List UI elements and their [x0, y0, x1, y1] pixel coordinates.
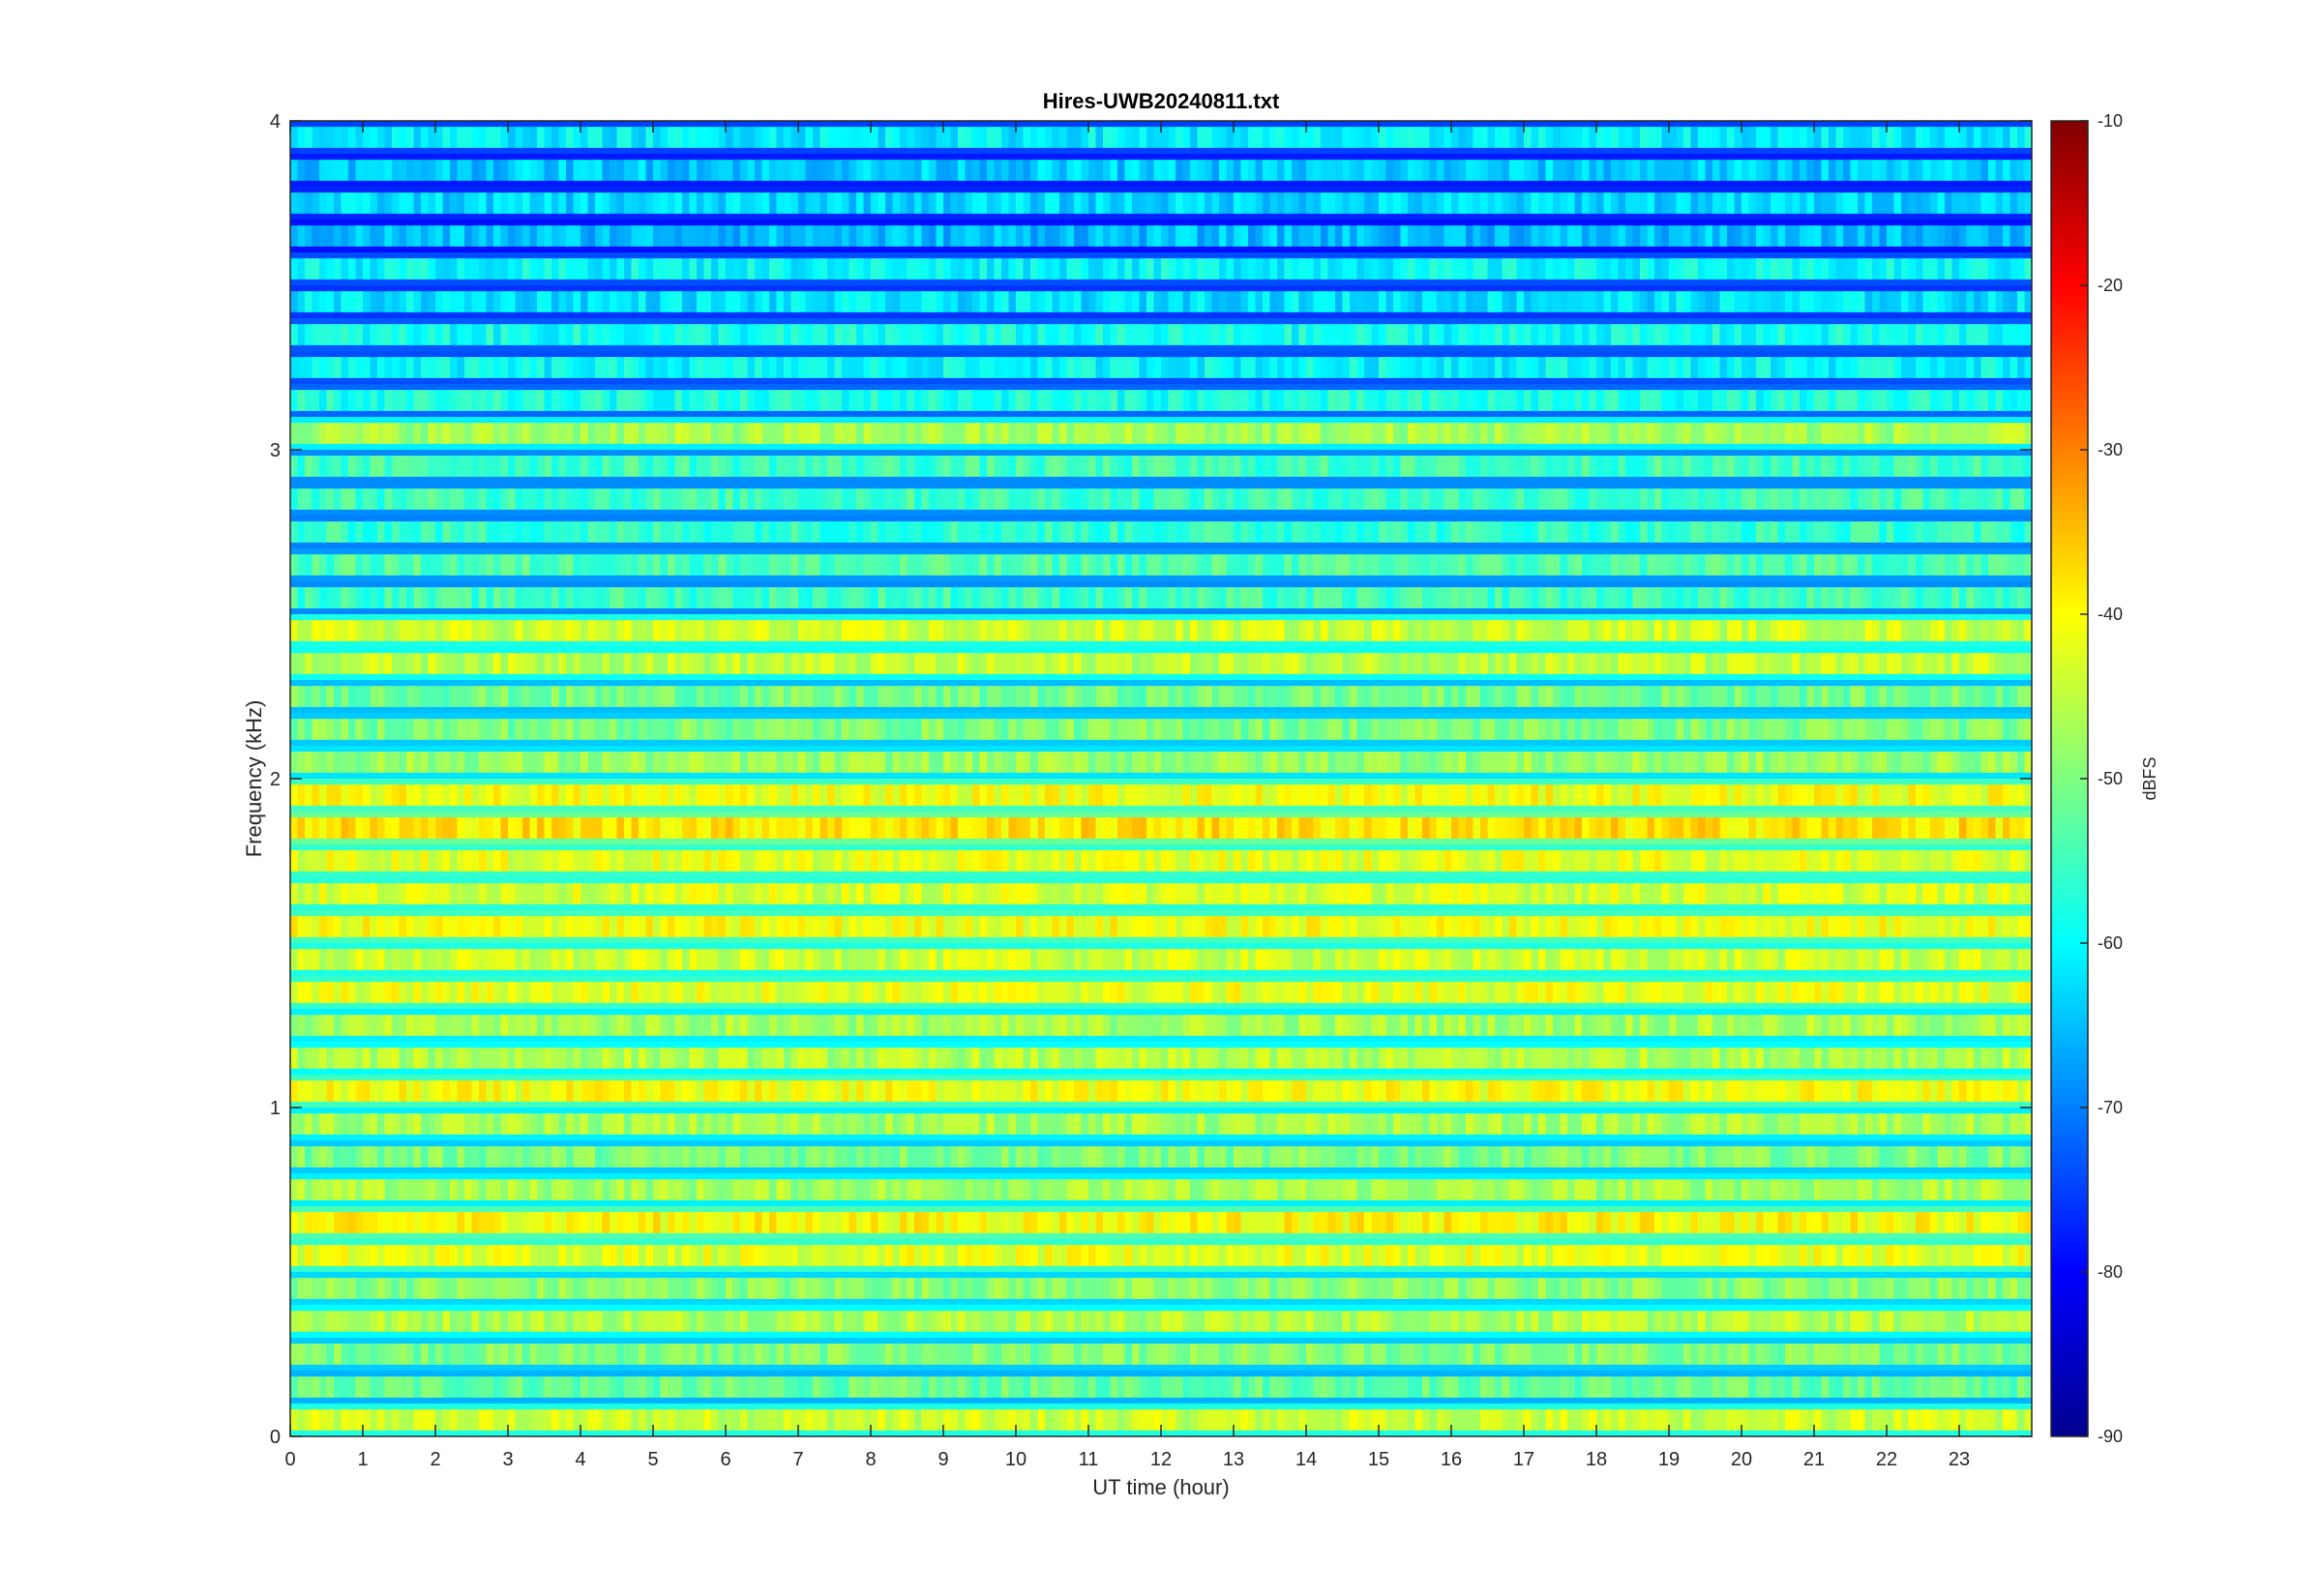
x-tick-label: 17: [1513, 1449, 1534, 1470]
colorbar-ticks: -10 -20 -30 -40 -50 -60 -70 -80 -90: [2080, 111, 2123, 1446]
x-tick-label: 21: [1803, 1449, 1825, 1470]
frequency-band-13: [290, 976, 2032, 1009]
frequency-band-22: [290, 680, 2032, 713]
frequency-band-7: [290, 1173, 2032, 1206]
frequency-band-5: [290, 1239, 2032, 1272]
x-tick-label: 7: [792, 1449, 803, 1470]
x-tick-label: 11: [1079, 1449, 1099, 1470]
frequency-band-14: [290, 943, 2032, 976]
colorbar-tick-label: -50: [2098, 769, 2123, 788]
frequency-band-12: [290, 1009, 2032, 1042]
x-tick-label: 23: [1949, 1449, 1970, 1470]
frequency-band-25: [290, 581, 2032, 614]
colorbar-tick-label: -80: [2098, 1262, 2123, 1282]
colorbar-tick-label: -20: [2098, 276, 2123, 295]
x-tick-label: 0: [284, 1449, 295, 1470]
frequency-band-31: [290, 384, 2032, 417]
frequency-band-28: [290, 483, 2032, 516]
chart-title: Hires-UWB20240811.txt: [1043, 89, 1280, 113]
x-tick-label: 9: [938, 1449, 948, 1470]
x-tick-label: 4: [575, 1449, 585, 1470]
frequency-band-34: [290, 285, 2032, 318]
frequency-band-24: [290, 614, 2032, 647]
frequency-band-10: [290, 1075, 2032, 1108]
frequency-band-35: [290, 252, 2032, 285]
spectrogram-heatmap: [290, 121, 2032, 1436]
frequency-band-9: [290, 1108, 2032, 1140]
frequency-band-11: [290, 1042, 2032, 1075]
y-tick-label: 4: [270, 111, 281, 133]
colorbar-tick-label: -60: [2098, 933, 2123, 953]
frequency-band-26: [290, 548, 2032, 581]
x-axis: 0 1 2 3 4 5 6 7 8 9 10 11 12 13 14 15 16 17 18 19 20 21 22 23: [284, 121, 1970, 1470]
x-tick-label: 10: [1005, 1449, 1027, 1470]
colorbar-tick-label: -30: [2098, 440, 2123, 459]
y-tick-label: 1: [270, 1098, 281, 1119]
colorbar-tick-label: -40: [2098, 605, 2123, 624]
y-tick-label: 3: [270, 440, 281, 461]
x-tick-label: 1: [357, 1449, 368, 1470]
x-tick-label: 13: [1223, 1449, 1244, 1470]
x-tick-label: 22: [1876, 1449, 1897, 1470]
frequency-band-20: [290, 746, 2032, 779]
frequency-band-16: [290, 877, 2032, 910]
frequency-band-2: [290, 1338, 2032, 1371]
frequency-band-17: [290, 844, 2032, 877]
frequency-band-3: [290, 1305, 2032, 1338]
frequency-band-33: [290, 318, 2032, 351]
x-tick-label: 15: [1368, 1449, 1389, 1470]
frequency-band-38: [290, 154, 2032, 187]
colorbar-tick-label: -70: [2098, 1098, 2123, 1117]
frequency-band-1: [290, 1371, 2032, 1404]
x-tick-label: 5: [647, 1449, 658, 1470]
colorbar-tick-label: -10: [2098, 111, 2123, 131]
x-tick-label: 19: [1658, 1449, 1680, 1470]
frequency-band-8: [290, 1140, 2032, 1173]
x-tick-label: 3: [502, 1449, 513, 1470]
x-tick-label: 6: [720, 1449, 730, 1470]
frequency-band-29: [290, 450, 2032, 483]
frequency-band-21: [290, 713, 2032, 746]
x-tick-label: 20: [1731, 1449, 1752, 1470]
frequency-band-15: [290, 910, 2032, 943]
y-axis-label: Frequency (kHz): [242, 700, 266, 858]
frequency-band-0: [290, 1404, 2032, 1436]
frequency-band-18: [290, 812, 2032, 844]
x-tick-label: 8: [865, 1449, 876, 1470]
y-tick-label: 0: [270, 1427, 281, 1448]
y-axis: 0 1 2 3 4: [270, 111, 2032, 1448]
frequency-band-4: [290, 1272, 2032, 1305]
x-tick-label: 14: [1295, 1449, 1317, 1470]
colorbar-label: dBFS: [2140, 756, 2159, 800]
frequency-band-36: [290, 220, 2032, 252]
frequency-band-27: [290, 516, 2032, 548]
frequency-band-37: [290, 187, 2032, 220]
frequency-band-30: [290, 417, 2032, 450]
frequency-band-6: [290, 1206, 2032, 1239]
colorbar-tick-label: -90: [2098, 1427, 2123, 1446]
x-axis-label: UT time (hour): [1092, 1475, 1229, 1499]
frequency-band-19: [290, 779, 2032, 812]
x-tick-label: 18: [1586, 1449, 1607, 1470]
frequency-band-23: [290, 647, 2032, 680]
x-tick-label: 12: [1150, 1449, 1172, 1470]
x-tick-label: 2: [430, 1449, 440, 1470]
y-tick-label: 2: [270, 769, 281, 790]
frequency-band-32: [290, 351, 2032, 384]
x-tick-label: 16: [1441, 1449, 1462, 1470]
